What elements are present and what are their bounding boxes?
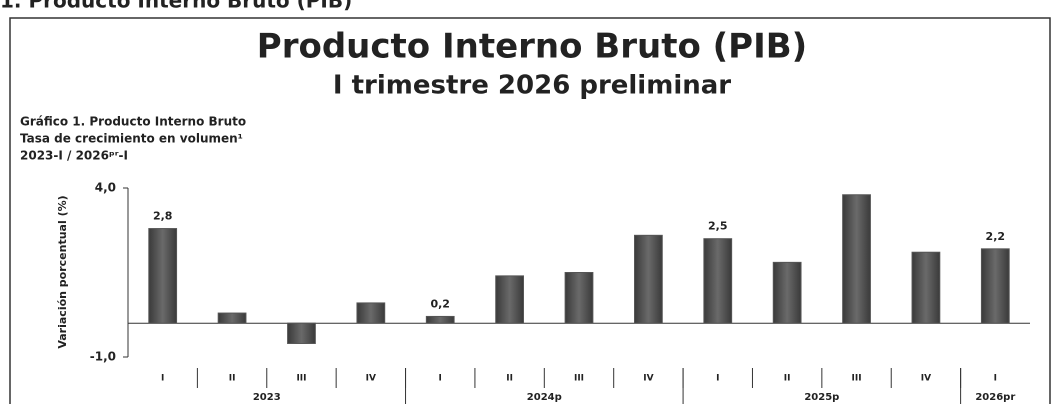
x-tick-label: III (296, 374, 306, 384)
x-tick-label: I (439, 374, 442, 384)
chart-subtitle: I trimestre 2026 preliminar (333, 71, 731, 101)
bar (703, 238, 733, 324)
group-label: 2023 (253, 392, 281, 403)
frame (9, 17, 1051, 404)
x-tick-label: III (852, 374, 862, 384)
bar (287, 322, 316, 344)
x-tick-label: II (506, 374, 513, 384)
x-tick-label: IV (921, 374, 931, 384)
chart-title: Producto Interno Bruto (PIB) (257, 27, 807, 67)
bar (564, 272, 594, 324)
bar (634, 234, 663, 324)
y-axis-label: Variación porcentual (%) (56, 195, 69, 348)
x-tick-label: IV (366, 374, 376, 384)
x-tick-label: I (716, 374, 719, 384)
x-tick-label: III (574, 374, 584, 384)
x-tick-label: II (784, 374, 791, 384)
caption: Tasa de crecimiento en volumen¹ (20, 132, 243, 146)
value-label: 2,8 (153, 210, 173, 223)
value-label: 2,2 (986, 230, 1006, 243)
bar (148, 228, 178, 324)
x-tick-label: I (994, 374, 997, 384)
y-tick-label: 4,0 (95, 181, 116, 195)
group-label: 2024p (527, 392, 562, 403)
y-tick-label: -1,0 (90, 350, 116, 364)
value-label: 2,5 (708, 220, 728, 233)
bar (425, 315, 455, 324)
group-label: 2025p (804, 392, 839, 403)
bar (495, 275, 524, 324)
bar (772, 261, 802, 324)
group-label: 2026pr (975, 392, 1015, 403)
caption: Gráfico 1. Producto Interno Bruto (20, 115, 246, 129)
bar (980, 248, 1010, 324)
value-label: 0,2 (430, 297, 450, 310)
section-heading: 1. Producto Interno Bruto (PIB) (0, 0, 352, 13)
bar (911, 251, 941, 324)
bar (356, 302, 386, 324)
x-tick-label: I (161, 374, 164, 384)
bar (842, 194, 871, 324)
bar (217, 312, 247, 324)
x-tick-label: IV (643, 374, 653, 384)
x-tick-label: II (229, 374, 236, 384)
caption: 2023-I / 2026ᵖʳ-I (20, 149, 128, 163)
